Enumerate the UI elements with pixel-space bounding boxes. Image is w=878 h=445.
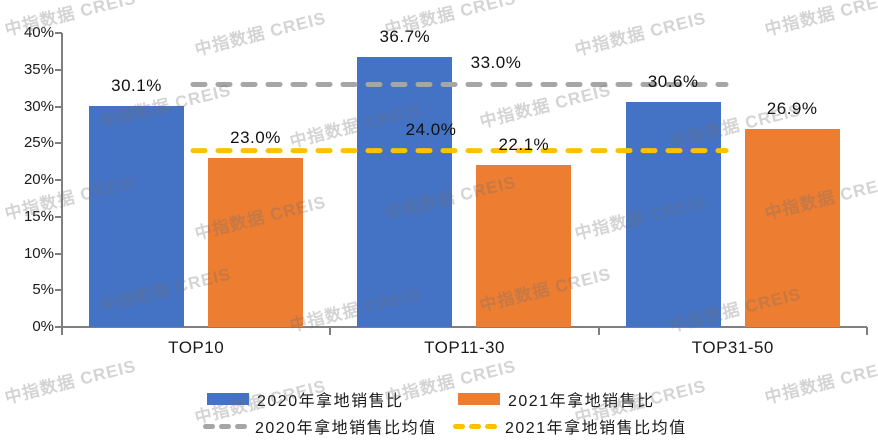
legend-label-2020-bars: 2020年拿地销售比 xyxy=(257,393,404,410)
y-axis-tick-label: 15% xyxy=(23,207,54,225)
bar-value-label: 30.6% xyxy=(647,72,699,92)
legend-swatch-2021-dash-icon xyxy=(453,423,497,429)
y-axis-tick-label: 0% xyxy=(32,318,54,335)
x-axis-category-label: TOP11-30 xyxy=(424,338,505,357)
legend-swatch-2021-bar-icon xyxy=(458,393,500,405)
x-boundary-tick xyxy=(597,327,600,335)
x-boundary-tick xyxy=(866,327,868,335)
y-tick-mark xyxy=(55,326,62,328)
mean-line-value-label: 24.0% xyxy=(405,119,457,139)
bar-2020年拿地销售比-TOP11-30 xyxy=(357,57,453,327)
x-boundary-tick xyxy=(61,327,63,335)
legend-label-2021-bars: 2021年拿地销售比 xyxy=(508,393,655,410)
x-axis-category-label: TOP31-50 xyxy=(691,338,774,357)
y-tick-mark xyxy=(55,289,62,292)
mean-line-value-label: 33.0% xyxy=(470,53,522,73)
x-axis-category-label: TOP10 xyxy=(168,338,225,357)
legend-item-2021-mean: 2021年拿地销售比均值 xyxy=(453,416,687,437)
y-axis-tick-label: 20% xyxy=(23,171,54,188)
legend-label-2021-mean: 2021年拿地销售比均值 xyxy=(505,420,687,437)
y-tick-mark xyxy=(55,68,62,71)
y-axis-tick-label: 25% xyxy=(23,134,54,152)
y-tick-mark xyxy=(55,105,62,108)
bar-2020年拿地销售比-TOP31-50 xyxy=(625,102,721,327)
y-tick-mark xyxy=(55,142,62,145)
bar-2020年拿地销售比-TOP10 xyxy=(89,105,184,327)
x-boundary-tick xyxy=(329,327,332,335)
watermark-text: 中指数据 CREIS xyxy=(762,0,878,40)
y-axis-tick-label: 10% xyxy=(23,244,54,262)
legend-swatch-2020-bar-icon xyxy=(207,393,249,405)
y-axis-tick-label: 35% xyxy=(23,60,54,78)
y-axis-tick-label: 30% xyxy=(23,97,54,115)
x-axis-line xyxy=(61,326,867,328)
y-axis-line xyxy=(61,33,63,327)
bar-value-label: 36.7% xyxy=(379,27,431,47)
watermark-text: 中指数据 CREIS xyxy=(477,80,614,132)
legend-item-2020-mean: 2020年拿地销售比均值 xyxy=(203,416,437,437)
watermark-text: 中指数据 CREIS xyxy=(762,356,878,408)
watermark-text: 中指数据 CREIS xyxy=(572,8,709,60)
legend-swatch-2020-dash-icon xyxy=(203,423,247,429)
y-tick-mark xyxy=(55,252,62,255)
bar-value-label: 30.1% xyxy=(111,75,162,95)
watermark-text: 中指数据 CREIS xyxy=(192,8,329,60)
y-tick-mark xyxy=(55,215,62,218)
y-axis-tick-label: 5% xyxy=(32,281,54,299)
legend-item-2020-bars: 2020年拿地销售比 xyxy=(207,389,404,410)
legend-item-2021-bars: 2021年拿地销售比 xyxy=(458,389,655,410)
bar-value-label: 22.1% xyxy=(498,134,550,154)
bar-2021年拿地销售比-TOP10 xyxy=(208,157,303,327)
bar-2021年拿地销售比-TOP31-50 xyxy=(744,129,840,327)
y-tick-mark xyxy=(55,179,62,181)
y-tick-mark xyxy=(55,32,62,34)
bar-value-label: 23.0% xyxy=(230,127,281,147)
legend-label-2020-mean: 2020年拿地销售比均值 xyxy=(255,420,437,437)
bar-2021年拿地销售比-TOP11-30 xyxy=(476,164,572,327)
watermark-text: 中指数据 CREIS xyxy=(2,356,139,408)
bar-value-label: 26.9% xyxy=(766,99,818,119)
y-axis-tick-label: 40% xyxy=(23,24,54,41)
